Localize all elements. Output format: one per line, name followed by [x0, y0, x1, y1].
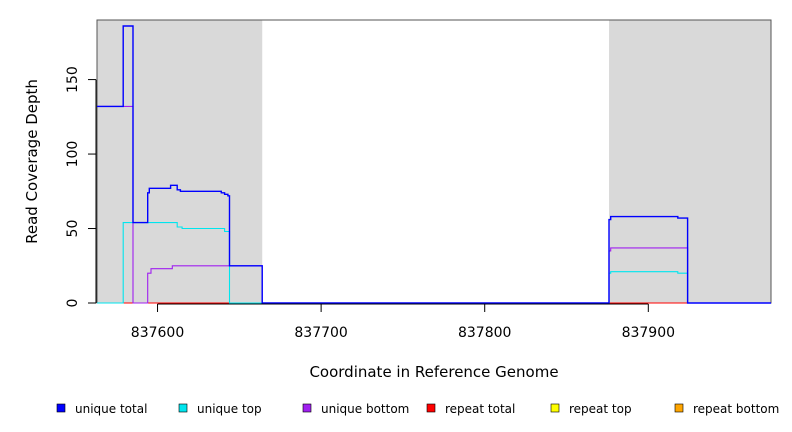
legend-swatch — [302, 403, 312, 413]
legend: unique total unique top unique bottom repea… — [56, 402, 779, 416]
y-tick-label: 150 — [65, 66, 81, 93]
legend-swatch — [56, 403, 66, 413]
legend-label: repeat bottom — [693, 402, 779, 416]
legend-label: repeat top — [569, 402, 632, 416]
legend-label: unique top — [197, 402, 262, 416]
legend-swatch — [674, 403, 684, 413]
x-tick-label: 837600 — [131, 325, 184, 341]
y-tick-label: 50 — [65, 220, 81, 238]
shaded-region-0 — [97, 20, 263, 303]
legend-label: unique total — [75, 402, 147, 416]
axes: 837600 837700 837800 837900 0 50 100 150 — [65, 66, 675, 341]
x-tick-label: 837700 — [294, 325, 347, 341]
legend-label: repeat total — [445, 402, 515, 416]
x-tick-label: 837900 — [622, 325, 675, 341]
x-tick-label: 837800 — [458, 325, 511, 341]
shaded-region-1 — [609, 20, 771, 303]
y-tick-label: 0 — [65, 299, 81, 308]
legend-label: unique bottom — [321, 402, 409, 416]
series-lines — [97, 25, 771, 304]
legend-swatch — [178, 403, 188, 413]
legend-swatch — [426, 403, 436, 413]
series-line-unique-top — [97, 222, 771, 304]
shaded-regions — [97, 20, 771, 303]
series-line-unique-total — [97, 25, 771, 304]
x-axis-title: Coordinate in Reference Genome — [309, 363, 558, 381]
y-tick-label: 100 — [65, 141, 81, 168]
y-axis-title: Read Coverage Depth — [23, 79, 41, 244]
legend-swatch — [550, 403, 560, 413]
